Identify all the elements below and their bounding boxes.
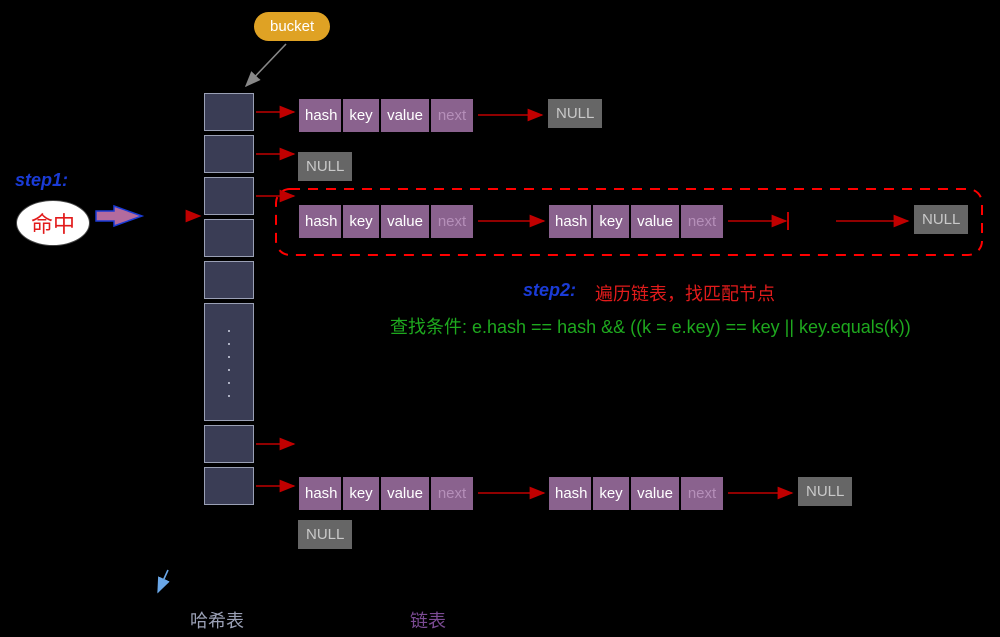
- search-condition: 查找条件: e.hash == hash && ((k = e.key) == …: [390, 313, 911, 339]
- null-box: NULL: [914, 205, 968, 234]
- node-next-cell: next: [430, 98, 474, 133]
- linked-list-axis-label: 链表: [410, 607, 446, 633]
- node-key-cell: key: [342, 204, 380, 239]
- node-hash-cell: hash: [298, 476, 342, 511]
- node-key-cell: key: [592, 476, 630, 511]
- node-hash-cell: hash: [548, 476, 592, 511]
- node-val-cell: value: [380, 98, 430, 133]
- node-hash-cell: hash: [298, 204, 342, 239]
- node-next-cell: next: [680, 476, 724, 511]
- node-key-cell: key: [592, 204, 630, 239]
- linked-list-node: hashkeyvaluenext: [548, 476, 724, 511]
- node-next-cell: next: [430, 476, 474, 511]
- linked-list-node: hashkeyvaluenext: [298, 204, 474, 239]
- hash-cell: [204, 219, 254, 257]
- node-next-cell: next: [680, 204, 724, 239]
- node-key-cell: key: [342, 98, 380, 133]
- hit-bubble: 命中: [16, 200, 90, 246]
- hash-cell-ellipsis: ······: [204, 303, 254, 421]
- bucket-label: bucket: [254, 12, 330, 41]
- hash-cell: [204, 261, 254, 299]
- hash-cell: [204, 467, 254, 505]
- linked-list-node: hashkeyvaluenext: [298, 476, 474, 511]
- hash-cell: [204, 177, 254, 215]
- step2-caption: 遍历链表，找匹配节点: [595, 280, 775, 306]
- hash-cell: [204, 425, 254, 463]
- step1-label: step1:: [15, 170, 68, 191]
- hash-table-column: ······: [204, 93, 254, 505]
- hash-cell: [204, 93, 254, 131]
- null-box: NULL: [548, 99, 602, 128]
- node-val-cell: value: [380, 204, 430, 239]
- node-hash-cell: hash: [298, 98, 342, 133]
- hash-cell: [204, 135, 254, 173]
- node-val-cell: value: [630, 204, 680, 239]
- node-hash-cell: hash: [548, 204, 592, 239]
- node-key-cell: key: [342, 476, 380, 511]
- null-box: NULL: [298, 520, 352, 549]
- null-box: NULL: [298, 152, 352, 181]
- node-next-cell: next: [430, 204, 474, 239]
- node-val-cell: value: [630, 476, 680, 511]
- node-val-cell: value: [380, 476, 430, 511]
- step2-label: step2:: [523, 280, 576, 301]
- null-box: NULL: [798, 477, 852, 506]
- hash-table-axis-label: 哈希表: [190, 607, 244, 633]
- hit-text: 命中: [31, 212, 75, 237]
- linked-list-node: hashkeyvaluenext: [298, 98, 474, 133]
- linked-list-node: hashkeyvaluenext: [548, 204, 724, 239]
